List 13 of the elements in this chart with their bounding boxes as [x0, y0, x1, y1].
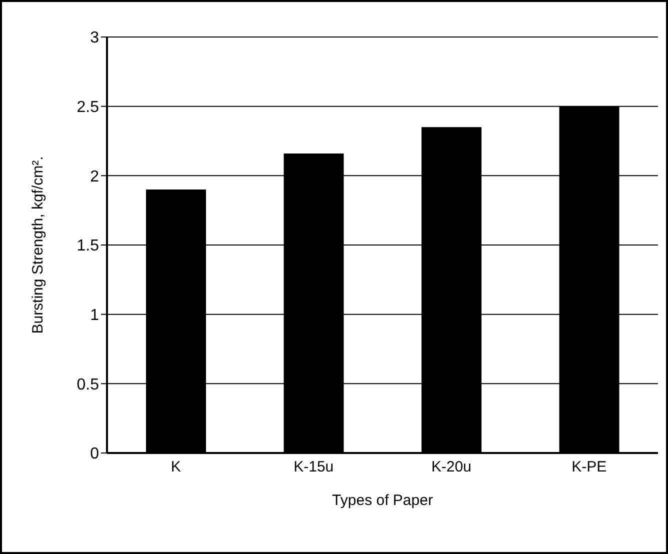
y-tick-label: 3 [90, 30, 100, 47]
x-tick-label: K-20u [431, 458, 472, 476]
y-tick-label: 1 [90, 307, 100, 324]
y-tick-label: 0 [90, 446, 100, 463]
y-axis-title: Bursting Strength, kgf/cm². [29, 156, 46, 334]
y-tick-label: 1.5 [76, 238, 100, 255]
x-tick-label: K-PE [572, 458, 607, 476]
y-tick-label: 2.5 [76, 99, 100, 116]
y-tick-label: 2 [90, 168, 100, 186]
x-tick-label: K-15u [294, 458, 334, 476]
x-tick-label: K [170, 458, 181, 476]
y-tick-label: 0.5 [76, 376, 100, 394]
x-axis-title: Types of Paper [332, 492, 433, 509]
